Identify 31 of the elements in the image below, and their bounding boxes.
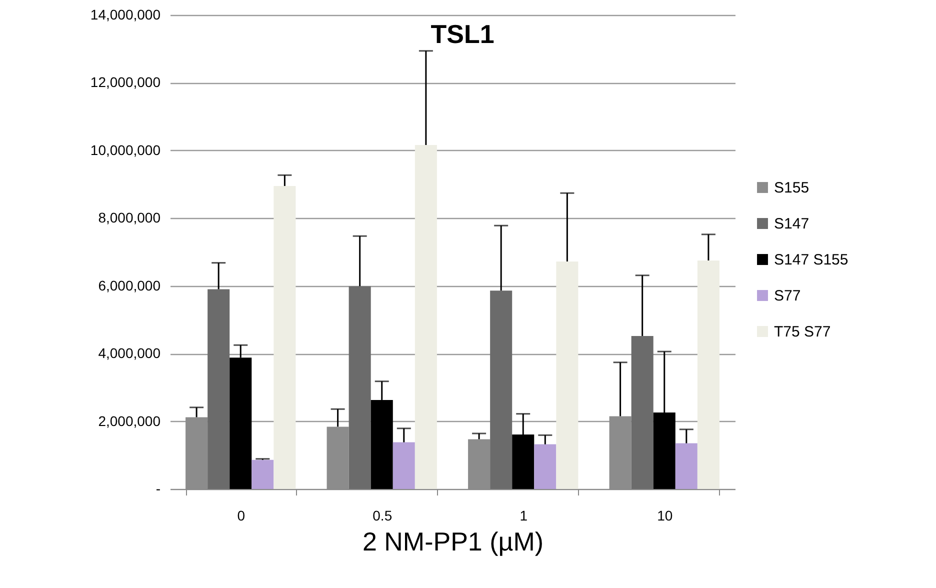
legend-label: S77 bbox=[774, 288, 801, 304]
legend-label: S147 S155 bbox=[774, 252, 848, 268]
bar bbox=[274, 186, 296, 489]
y-tick-label: - bbox=[156, 480, 161, 496]
y-tick-label: 14,000,000 bbox=[90, 6, 161, 22]
y-tick-label: 10,000,000 bbox=[90, 142, 161, 158]
y-tick-label: 6,000,000 bbox=[98, 277, 161, 294]
bar bbox=[556, 261, 578, 489]
y-tick-label: 12,000,000 bbox=[90, 74, 161, 90]
bar bbox=[631, 336, 654, 489]
x-axis-title: 2 NM-PP1 (µM) bbox=[362, 526, 544, 556]
legend-label: S155 bbox=[774, 180, 810, 196]
bar bbox=[392, 442, 415, 489]
bar bbox=[697, 260, 720, 489]
bar bbox=[534, 444, 556, 489]
x-tick-label: 0.5 bbox=[372, 508, 392, 524]
x-tick-label: 1 bbox=[520, 508, 528, 524]
x-tick-label: 0 bbox=[237, 508, 246, 524]
x-tick-label: 10 bbox=[657, 508, 673, 524]
bar bbox=[414, 145, 437, 489]
y-tick-label: 4,000,000 bbox=[98, 345, 161, 362]
bar bbox=[208, 289, 230, 489]
legend-label: T75 S77 bbox=[774, 324, 831, 340]
bar bbox=[252, 460, 274, 489]
y-tick-label: 2,000,000 bbox=[98, 412, 161, 429]
y-tick-label: 8,000,000 bbox=[98, 210, 161, 226]
legend-label: S147 bbox=[774, 216, 810, 232]
bar bbox=[675, 443, 698, 489]
bar bbox=[490, 290, 512, 489]
chart-title: TSL1 bbox=[430, 19, 494, 49]
bar bbox=[348, 286, 371, 489]
